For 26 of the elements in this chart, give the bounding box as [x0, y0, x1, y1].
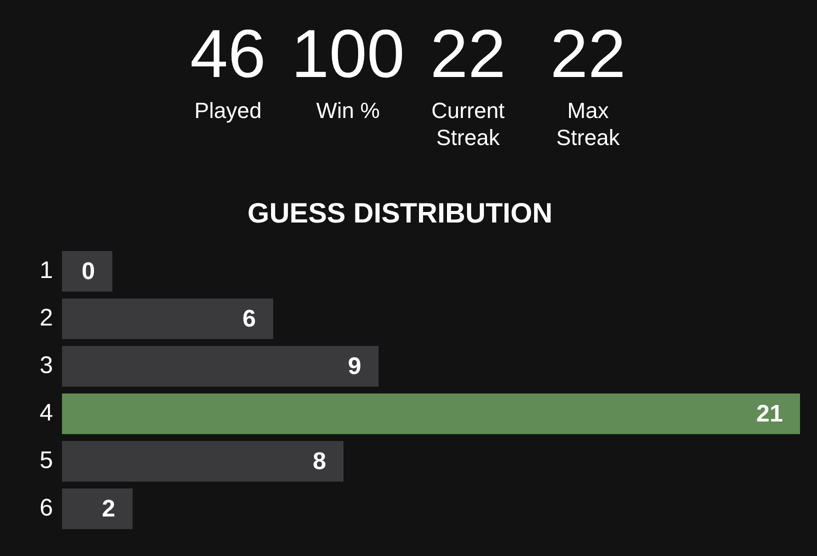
- data-label: 22: [549, 16, 627, 92]
- data-label: 9: [348, 352, 362, 380]
- y-tick-label: 2: [40, 304, 53, 332]
- data-label: 46: [189, 16, 267, 92]
- bar: [62, 488, 133, 530]
- category-label: Win %: [315, 97, 381, 124]
- y-tick-label: 3: [40, 352, 53, 379]
- bar: [62, 394, 800, 434]
- data-label: 22: [429, 16, 507, 92]
- data-label: 100: [290, 16, 406, 92]
- data-label: 8: [312, 448, 326, 475]
- y-tick-label: 6: [40, 494, 53, 522]
- category-label: Played: [193, 97, 263, 124]
- bar: [62, 346, 379, 387]
- category-label: Current Streak: [430, 97, 506, 151]
- y-tick-label: 4: [40, 399, 53, 426]
- y-tick-label: 5: [40, 446, 53, 474]
- bar: [62, 298, 274, 340]
- data-label: 6: [242, 305, 256, 332]
- y-tick-label: 1: [40, 256, 53, 284]
- chart-title: GUESS DISTRIBUTION: [248, 198, 552, 229]
- bar: [62, 441, 344, 482]
- data-label: 0: [82, 258, 95, 285]
- data-label: 21: [756, 400, 783, 428]
- data-label: 2: [102, 495, 116, 522]
- category-label: Max Streak: [555, 97, 621, 151]
